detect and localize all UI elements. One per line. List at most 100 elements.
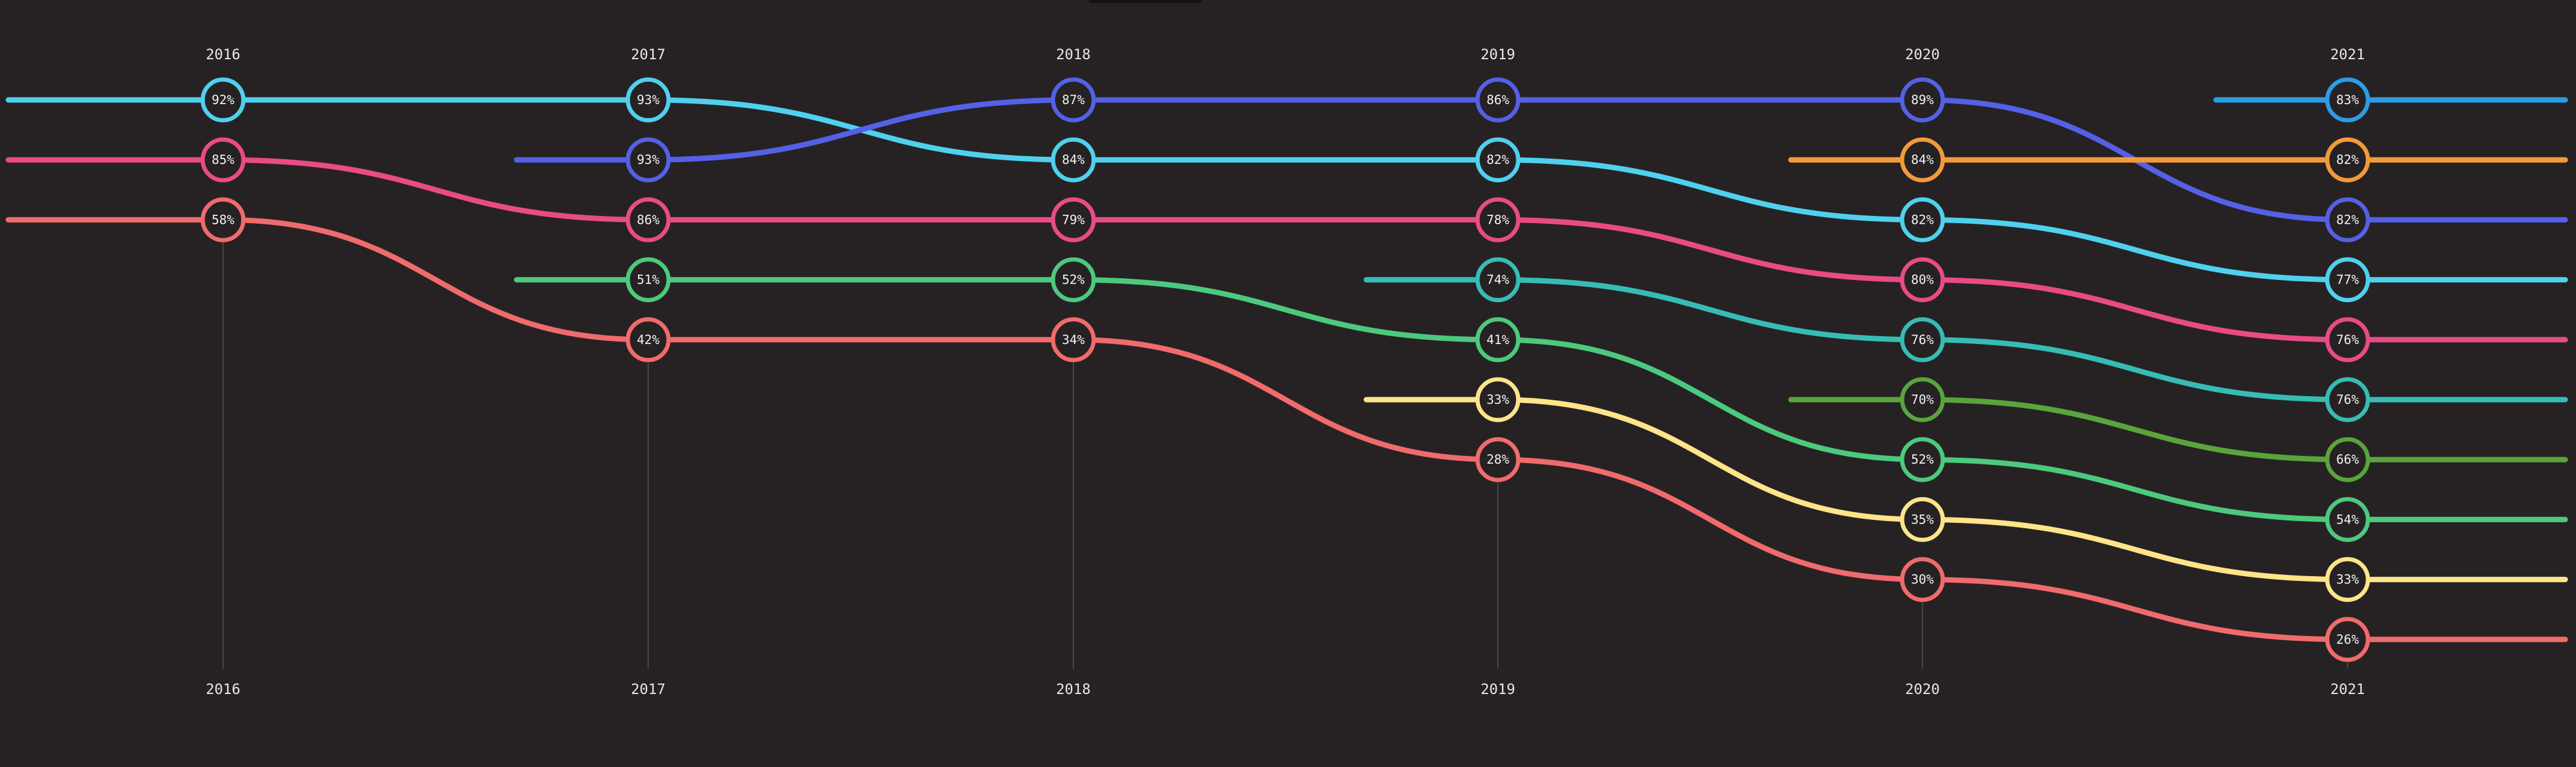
value-label: 76% bbox=[1911, 333, 1934, 347]
data-point: 80% bbox=[1900, 257, 1945, 303]
series-line-1 bbox=[5, 97, 2568, 283]
data-points: 92% 93% 84% 82% 82% 77% 85% 86% 79% 78% 80% 76% 58% 4… bbox=[200, 77, 2370, 662]
data-point: 26% bbox=[2325, 617, 2370, 662]
year-guide-lines bbox=[222, 240, 2348, 669]
value-label: 89% bbox=[1911, 93, 1934, 107]
value-label: 85% bbox=[212, 153, 234, 167]
year-label-bottom-2017: 2017 bbox=[631, 681, 666, 698]
data-point: 42% bbox=[625, 317, 671, 363]
value-label: 78% bbox=[1487, 212, 1509, 227]
point-circle bbox=[1900, 257, 1945, 303]
data-point: 84% bbox=[1051, 137, 1096, 182]
value-label: 87% bbox=[1062, 93, 1085, 107]
bottom-year-labels: 2016 2017 2018 2019 2020 2021 bbox=[206, 681, 2365, 698]
top-year-labels: 2016 2017 2018 2019 2020 2021 bbox=[206, 46, 2365, 63]
point-circle bbox=[2325, 377, 2370, 422]
point-circle bbox=[1051, 317, 1096, 363]
data-point: 93% bbox=[625, 137, 671, 182]
data-point: 33% bbox=[1475, 377, 1521, 422]
data-point: 84% bbox=[1900, 137, 1945, 182]
point-circle bbox=[1900, 497, 1945, 542]
data-point: 83% bbox=[2325, 77, 2370, 123]
data-point: 77% bbox=[2325, 257, 2370, 303]
point-circle bbox=[625, 257, 671, 303]
data-point: 70% bbox=[1900, 377, 1945, 422]
point-circle bbox=[1051, 137, 1096, 182]
point-circle bbox=[1051, 257, 1096, 303]
data-point: 86% bbox=[625, 197, 671, 242]
year-label-bottom-2016: 2016 bbox=[206, 681, 240, 698]
value-label: 86% bbox=[1487, 93, 1509, 107]
series-line-9 bbox=[1788, 397, 2568, 462]
value-label: 70% bbox=[1911, 392, 1934, 407]
value-label: 84% bbox=[1062, 153, 1085, 167]
point-circle bbox=[2325, 77, 2370, 123]
point-circle bbox=[1900, 317, 1945, 363]
point-circle bbox=[1475, 257, 1521, 303]
data-point: 76% bbox=[2325, 317, 2370, 363]
value-label: 52% bbox=[1911, 452, 1934, 467]
value-label: 26% bbox=[2336, 632, 2359, 647]
point-circle bbox=[1475, 437, 1521, 482]
data-point: 82% bbox=[2325, 197, 2370, 242]
value-label: 74% bbox=[1487, 273, 1509, 287]
year-label-bottom-2019: 2019 bbox=[1481, 681, 1515, 698]
data-point: 82% bbox=[1900, 197, 1945, 242]
point-circle bbox=[2325, 617, 2370, 662]
point-circle bbox=[2325, 317, 2370, 363]
data-point: 30% bbox=[1900, 557, 1945, 602]
value-label: 76% bbox=[2336, 392, 2359, 407]
series-line-2 bbox=[5, 157, 2568, 343]
value-label: 35% bbox=[1911, 512, 1934, 526]
data-point: 82% bbox=[1475, 137, 1521, 182]
value-label: 52% bbox=[1062, 273, 1085, 287]
point-circle bbox=[200, 77, 246, 123]
point-circle bbox=[200, 137, 246, 182]
value-label: 92% bbox=[212, 93, 234, 107]
point-circle bbox=[1475, 137, 1521, 182]
data-point: 79% bbox=[1051, 197, 1096, 242]
data-point: 82% bbox=[2325, 137, 2370, 182]
value-label: 30% bbox=[1911, 573, 1934, 587]
data-point: 66% bbox=[2325, 437, 2370, 482]
data-point: 54% bbox=[2325, 497, 2370, 542]
value-label: 93% bbox=[637, 93, 660, 107]
year-label-top-2021: 2021 bbox=[2330, 46, 2365, 63]
point-circle bbox=[2325, 497, 2370, 542]
year-label-bottom-2021: 2021 bbox=[2330, 681, 2365, 698]
point-circle bbox=[2325, 557, 2370, 602]
data-point: 33% bbox=[2325, 557, 2370, 602]
point-circle bbox=[625, 317, 671, 363]
value-label: 79% bbox=[1062, 212, 1085, 227]
year-label-top-2017: 2017 bbox=[631, 46, 666, 63]
data-point: 86% bbox=[1475, 77, 1521, 123]
year-label-bottom-2018: 2018 bbox=[1056, 681, 1091, 698]
data-point: 34% bbox=[1051, 317, 1096, 363]
data-point: 52% bbox=[1051, 257, 1096, 303]
value-label: 77% bbox=[2336, 273, 2359, 287]
value-label: 82% bbox=[2336, 153, 2359, 167]
series-line-7 bbox=[1363, 397, 2568, 583]
year-label-top-2018: 2018 bbox=[1056, 46, 1091, 63]
value-label: 84% bbox=[1911, 153, 1934, 167]
point-circle bbox=[1475, 197, 1521, 242]
point-circle bbox=[1475, 317, 1521, 363]
year-label-top-2016: 2016 bbox=[206, 46, 240, 63]
point-circle bbox=[625, 77, 671, 123]
series-line-3 bbox=[5, 217, 2568, 643]
data-point: 35% bbox=[1900, 497, 1945, 542]
value-label: 42% bbox=[637, 333, 660, 347]
point-circle bbox=[1900, 197, 1945, 242]
value-label: 54% bbox=[2336, 512, 2359, 526]
point-circle bbox=[200, 197, 246, 242]
value-label: 82% bbox=[1911, 212, 1934, 227]
value-label: 93% bbox=[637, 153, 660, 167]
point-circle bbox=[1475, 77, 1521, 123]
data-point: 87% bbox=[1051, 77, 1096, 123]
data-point: 89% bbox=[1900, 77, 1945, 123]
point-circle bbox=[625, 197, 671, 242]
data-point: 58% bbox=[200, 197, 246, 242]
value-label: 58% bbox=[212, 212, 234, 227]
point-circle bbox=[625, 137, 671, 182]
